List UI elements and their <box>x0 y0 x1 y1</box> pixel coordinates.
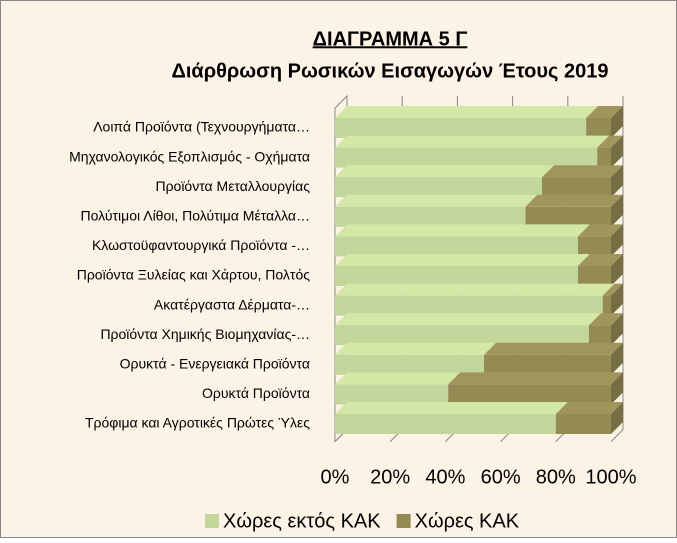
legend-label: Χώρες εκτός ΚΑΚ <box>223 510 381 532</box>
category-label: Ακατέργαστα Δέρματα-… <box>154 296 310 312</box>
category-label: Προϊόντα Χημικής Βιομηχανίας-… <box>100 326 310 342</box>
bar-top <box>588 313 623 326</box>
bar <box>335 354 485 375</box>
bar-top <box>577 224 623 237</box>
bar <box>525 206 611 227</box>
x-tick-label: 20% <box>370 466 410 488</box>
bar-side <box>611 342 623 375</box>
bar-top <box>542 165 623 178</box>
bar <box>542 177 611 198</box>
bar <box>597 147 611 168</box>
x-tick-label: 60% <box>481 466 521 488</box>
bar-top <box>597 135 623 148</box>
bar <box>335 266 578 286</box>
bar-side <box>611 372 623 405</box>
bar <box>335 118 587 138</box>
category-label: Προϊόντα Ξυλείας και Χάρτου, Πολτός <box>77 267 311 283</box>
bar-side <box>611 135 623 168</box>
bar-top <box>335 372 461 385</box>
bar-top <box>335 342 497 355</box>
category-label: Ορυκτά Προϊόντα <box>202 385 310 401</box>
bar-top <box>484 342 623 355</box>
category-label: Κλωστοϋφαντουργικά Προϊόντα -… <box>92 237 310 253</box>
bar-top <box>525 194 623 207</box>
bar <box>335 384 449 405</box>
bar-side <box>611 224 623 257</box>
bar-top <box>335 165 554 178</box>
chart-subtitle: Διάρθρωση Ρωσικών Εισαγωγών Έτους 2019 <box>172 60 609 82</box>
bar-top <box>335 135 610 148</box>
bar-top <box>335 402 568 414</box>
bar-side <box>611 283 623 316</box>
category-label: Προϊόντα Μεταλλουργίας <box>155 178 310 194</box>
bar-top <box>448 372 623 385</box>
category-label: Ορυκτά - Ενεργειακά Προϊόντα <box>120 356 310 372</box>
bar-side <box>611 402 623 434</box>
bar <box>335 177 542 198</box>
bar-top <box>335 254 590 266</box>
bar <box>588 325 611 346</box>
bar <box>577 236 611 257</box>
bar-side <box>611 165 623 198</box>
category-label: Πολύτιμοι Λίθοι, Πολύτιμα Μέταλλα… <box>81 208 310 224</box>
bar-side <box>611 106 623 138</box>
bar-top <box>335 106 599 118</box>
bar-side <box>611 194 623 227</box>
bar <box>335 295 603 316</box>
legend-swatch <box>205 514 219 528</box>
legend-swatch <box>396 514 411 528</box>
bar-top <box>586 106 623 118</box>
bar <box>555 414 611 434</box>
bar-top <box>335 224 590 237</box>
bar <box>335 414 556 434</box>
bar-top <box>555 402 623 414</box>
bar <box>335 325 589 346</box>
bar <box>335 206 526 227</box>
bar-top <box>335 194 538 207</box>
bar <box>448 384 611 405</box>
bar-top <box>602 283 623 296</box>
x-tick-label: 80% <box>536 466 576 488</box>
bar-side <box>611 254 623 286</box>
bar-top <box>335 283 615 296</box>
x-tick-label: 100% <box>585 466 636 488</box>
x-tick-label: 0% <box>321 466 350 488</box>
bar <box>586 118 611 138</box>
bar <box>577 266 611 286</box>
bar-side <box>611 313 623 346</box>
bar-top <box>577 254 623 266</box>
chart-title: ΔΙΑΓΡΑΜΜΑ 5 Γ <box>313 28 468 50</box>
bar <box>335 147 598 168</box>
category-label: Λοιπά Προϊόντα (Τεχνουργήματα… <box>93 119 310 135</box>
bar <box>484 354 611 375</box>
x-tick-label: 40% <box>425 466 465 488</box>
category-label: Μηχανολογικός Εξοπλισμός - Οχήματα <box>69 148 310 164</box>
legend-label: Χώρες ΚΑΚ <box>415 510 520 532</box>
grid-line-floor <box>610 429 624 442</box>
category-label: Τρόφιμα και Αγροτικές Πρώτες Ύλες <box>85 415 310 431</box>
bar-top <box>335 313 601 326</box>
bar <box>602 295 611 316</box>
bar <box>335 236 578 257</box>
